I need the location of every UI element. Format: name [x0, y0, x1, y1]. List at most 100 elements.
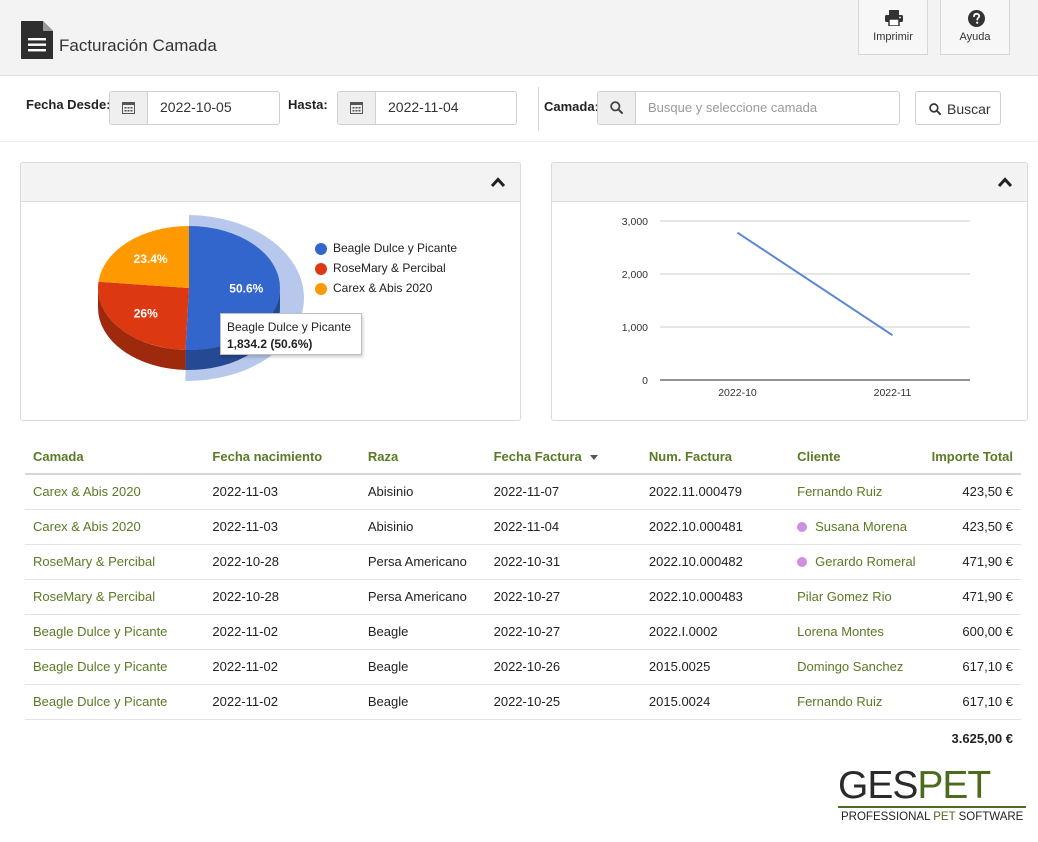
line-chart[interactable]: 0 1,000 2,000 3,000 2022-10 2022-11	[552, 203, 1028, 421]
legend-dot	[315, 263, 327, 275]
line-panel-header	[552, 163, 1027, 202]
from-date-addon[interactable]	[110, 92, 148, 124]
x-tick-label: 2022-10	[718, 387, 757, 399]
cell-importe: 617,10 €	[923, 684, 1021, 720]
cell-fecha-factura: 2022-10-31	[485, 544, 641, 580]
cell-camada[interactable]: Beagle Dulce y Picante	[25, 649, 205, 685]
cell-raza: Persa Americano	[359, 544, 486, 580]
search-button[interactable]: Buscar	[915, 91, 1001, 125]
col-header-camada[interactable]: Camada	[25, 439, 205, 475]
from-date-input[interactable]	[160, 99, 280, 115]
print-label: Imprimir	[873, 31, 913, 43]
col-header-fecha-factura[interactable]: Fecha Factura	[485, 439, 641, 475]
page-title: Facturación Camada	[59, 36, 217, 55]
pie-slice-label: 26%	[134, 307, 158, 321]
cell-raza: Beagle	[359, 614, 486, 650]
cell-camada[interactable]: Carex & Abis 2020	[25, 474, 205, 510]
cell-nacimiento: 2022-11-02	[204, 614, 360, 650]
pie-slice[interactable]	[97, 281, 189, 350]
cell-fecha-factura: 2022-11-04	[485, 509, 641, 545]
col-header-cliente[interactable]: Cliente	[789, 439, 924, 475]
chevron-up-icon[interactable]	[997, 175, 1013, 189]
page-header: Facturación Camada Imprimir Ayuda	[0, 0, 1038, 76]
to-date-label: Hasta:	[288, 97, 328, 112]
cell-cliente[interactable]: Pilar Gomez Rio	[789, 579, 924, 615]
cell-num-factura: 2022.10.000482	[640, 544, 790, 580]
y-tick-label: 0	[642, 375, 648, 387]
table-row: Beagle Dulce y Picante 2022-11-02 Beagle…	[25, 614, 1021, 650]
pie-slice-side	[98, 288, 186, 370]
pie-slice-label: 50.6%	[229, 282, 263, 296]
cell-nacimiento: 2022-10-28	[204, 579, 360, 615]
x-tick-label: 2022-11	[874, 387, 912, 399]
cell-camada[interactable]: RoseMary & Percibal	[25, 579, 205, 615]
cell-cliente[interactable]: Susana Morena	[789, 509, 924, 545]
y-tick-label: 2,000	[622, 269, 648, 281]
printer-icon	[885, 10, 903, 26]
cell-num-factura: 2022.11.000479	[640, 474, 790, 510]
to-date-addon[interactable]	[338, 92, 376, 124]
cell-cliente[interactable]: Fernando Ruiz	[789, 684, 924, 720]
col-header-num-factura[interactable]: Num. Factura	[640, 439, 790, 475]
cell-fecha-factura: 2022-10-27	[485, 579, 641, 615]
pie-chart-panel: 50.6% 26% 23.4% Beagle Dulce y Picante Ros…	[20, 162, 521, 421]
filter-divider	[538, 87, 539, 131]
table-row: Beagle Dulce y Picante 2022-11-02 Beagle…	[25, 684, 1021, 720]
col-header-importe[interactable]: Importe Total	[923, 439, 1021, 475]
cell-nacimiento: 2022-11-03	[204, 509, 360, 545]
legend-label: Carex & Abis 2020	[333, 281, 433, 295]
cell-camada[interactable]: Carex & Abis 2020	[25, 509, 205, 545]
logo-tagline-3: SOFTWARE	[955, 811, 1024, 823]
cell-num-factura: 2015.0024	[640, 684, 790, 720]
cell-nacimiento: 2022-11-02	[204, 684, 360, 720]
series-line[interactable]	[736, 231, 894, 337]
cell-camada[interactable]: Beagle Dulce y Picante	[25, 614, 205, 650]
cell-num-factura: 2015.0025	[640, 649, 790, 685]
cell-importe: 471,90 €	[923, 544, 1021, 580]
print-button[interactable]: Imprimir	[858, 0, 928, 55]
logo-underline	[838, 806, 1026, 808]
pie-slice[interactable]	[98, 226, 189, 288]
sort-desc-icon	[589, 454, 598, 460]
logo-brand-pet: PET	[917, 764, 991, 807]
y-tick-label: 3,000	[622, 216, 648, 228]
help-button[interactable]: Ayuda	[940, 0, 1010, 55]
y-tick-label: 1,000	[622, 322, 648, 334]
to-date-input[interactable]	[388, 99, 508, 115]
client-status-dot	[797, 522, 808, 532]
col-header-fecha-nacimiento[interactable]: Fecha nacimiento	[204, 439, 360, 475]
filter-bar: Fecha Desde: Hasta: Camada:	[0, 77, 1038, 142]
cell-cliente[interactable]: Lorena Montes	[789, 614, 924, 650]
cell-raza: Beagle	[359, 649, 486, 685]
cell-importe: 471,90 €	[923, 579, 1021, 615]
cell-cliente[interactable]: Gerardo Romeral	[789, 544, 924, 580]
logo-brand-ges: GES	[838, 764, 918, 807]
litter-search-group	[597, 91, 900, 125]
cell-cliente-name: Susana Morena	[815, 519, 907, 534]
cell-camada[interactable]: RoseMary & Percibal	[25, 544, 205, 580]
calendar-icon	[350, 102, 363, 114]
table-total-row: 3.625,00 €	[25, 719, 1021, 757]
col-header-raza[interactable]: Raza	[359, 439, 486, 475]
cell-fecha-factura: 2022-11-07	[485, 474, 641, 510]
legend-label: RoseMary & Percibal	[333, 261, 446, 275]
to-date-group	[337, 91, 517, 125]
chevron-up-icon[interactable]	[490, 175, 506, 189]
legend-dot	[315, 283, 327, 295]
table-header-row: Camada Fecha nacimiento Raza Fecha Factu…	[25, 439, 1021, 475]
pie-panel-header	[21, 163, 520, 202]
cell-cliente[interactable]: Domingo Sanchez	[789, 649, 924, 685]
cell-cliente[interactable]: Fernando Ruiz	[789, 474, 924, 510]
cell-fecha-factura: 2022-10-27	[485, 614, 641, 650]
cell-num-factura: 2022.10.000483	[640, 579, 790, 615]
pie-chart[interactable]: 50.6% 26% 23.4%	[21, 203, 521, 421]
total-spacer	[25, 719, 924, 757]
chart-tooltip: Beagle Dulce y Picante 1,834.2 (50.6%)	[220, 313, 362, 355]
cell-fecha-factura: 2022-10-25	[485, 684, 641, 720]
cell-camada[interactable]: Beagle Dulce y Picante	[25, 684, 205, 720]
gespet-logo: GESPET PROFESSIONAL PET SOFTWARE	[838, 766, 1033, 828]
table-row: Beagle Dulce y Picante 2022-11-02 Beagle…	[25, 649, 1021, 685]
cell-raza: Abisinio	[359, 474, 486, 510]
litter-search-input[interactable]	[648, 100, 888, 115]
table-row: RoseMary & Percibal 2022-10-28 Persa Ame…	[25, 579, 1021, 615]
